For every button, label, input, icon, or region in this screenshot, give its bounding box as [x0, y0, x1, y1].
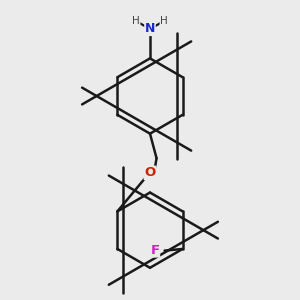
Text: F: F	[151, 244, 160, 257]
Text: O: O	[144, 167, 156, 179]
Text: N: N	[145, 22, 155, 35]
Text: H: H	[160, 16, 168, 26]
Text: H: H	[132, 16, 140, 26]
